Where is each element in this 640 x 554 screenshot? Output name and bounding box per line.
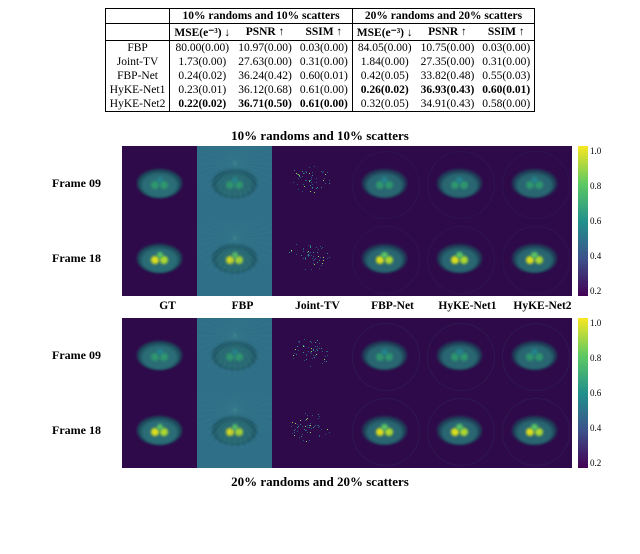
cell: 1.73(0.00) bbox=[170, 55, 234, 69]
cbar-tick: 0.8 bbox=[590, 353, 614, 363]
cell: 27.63(0.00) bbox=[234, 55, 296, 69]
cbar-tick: 0.4 bbox=[590, 251, 614, 261]
results-table: 10% randoms and 10% scatters 20% randoms… bbox=[105, 8, 535, 112]
row-label: Joint-TV bbox=[105, 55, 170, 69]
cell: 0.24(0.02) bbox=[170, 69, 234, 83]
recon-cell bbox=[422, 393, 497, 468]
cbar-tick: 0.8 bbox=[590, 181, 614, 191]
recon-cell bbox=[122, 393, 197, 468]
cell: 36.12(0.68) bbox=[234, 83, 296, 97]
cbar-tick: 1.0 bbox=[590, 146, 614, 156]
metric-h-0: MSE(e⁻³) ↓ bbox=[170, 24, 234, 41]
cell: 80.00(0.00) bbox=[170, 41, 234, 56]
cell: 1.84(0.00) bbox=[352, 55, 416, 69]
cell: 10.75(0.00) bbox=[417, 41, 479, 56]
panel-0: Frame 09 Frame 18 1.00.80.60.40.2 bbox=[52, 146, 588, 296]
recon-cell bbox=[347, 221, 422, 296]
cell: 10.97(0.00) bbox=[234, 41, 296, 56]
recon-cell bbox=[272, 318, 347, 393]
recon-cell bbox=[122, 146, 197, 221]
row-label-0: Frame 09 bbox=[52, 176, 116, 191]
col-label: GT bbox=[130, 300, 205, 312]
row-label: FBP-Net bbox=[105, 69, 170, 83]
recon-cell bbox=[347, 146, 422, 221]
cell: 0.55(0.03) bbox=[478, 69, 534, 83]
col-label: FBP-Net bbox=[355, 300, 430, 312]
row-label: FBP bbox=[105, 41, 170, 56]
group-header-2: 20% randoms and 20% scatters bbox=[352, 9, 534, 24]
recon-cell bbox=[122, 221, 197, 296]
recon-cell bbox=[497, 393, 572, 468]
cell: 34.91(0.43) bbox=[417, 97, 479, 112]
recon-cell bbox=[197, 146, 272, 221]
recon-cell bbox=[197, 221, 272, 296]
recon-cell bbox=[422, 146, 497, 221]
recon-cell bbox=[422, 221, 497, 296]
cbar-tick: 0.6 bbox=[590, 216, 614, 226]
recon-cell bbox=[272, 221, 347, 296]
recon-cell bbox=[347, 393, 422, 468]
col-label: HyKE-Net2 bbox=[505, 300, 580, 312]
cbar-tick: 0.6 bbox=[590, 388, 614, 398]
recon-cell bbox=[122, 318, 197, 393]
recon-cell bbox=[422, 318, 497, 393]
row-label: HyKE-Net1 bbox=[105, 83, 170, 97]
metric-h-3: MSE(e⁻³) ↓ bbox=[352, 24, 416, 41]
cell: 84.05(0.00) bbox=[352, 41, 416, 56]
cell: 0.31(0.00) bbox=[296, 55, 352, 69]
row-label-0b: Frame 09 bbox=[52, 348, 116, 363]
figure: 10% randoms and 10% scatters Frame 09 Fr… bbox=[8, 124, 632, 492]
panel-1: Frame 09 Frame 18 1.00.80.60.40.2 bbox=[52, 318, 588, 468]
recon-cell bbox=[197, 393, 272, 468]
panel-title-0: 10% randoms and 10% scatters bbox=[231, 128, 409, 144]
cbar-tick: 0.2 bbox=[590, 458, 614, 468]
cell: 0.26(0.02) bbox=[352, 83, 416, 97]
recon-cell bbox=[272, 146, 347, 221]
cell: 0.60(0.01) bbox=[296, 69, 352, 83]
cell: 36.71(0.50) bbox=[234, 97, 296, 112]
recon-cell bbox=[497, 318, 572, 393]
cell: 0.61(0.00) bbox=[296, 97, 352, 112]
col-label: Joint-TV bbox=[280, 300, 355, 312]
metric-h-2: SSIM ↑ bbox=[296, 24, 352, 41]
col-label: HyKE-Net1 bbox=[430, 300, 505, 312]
cbar-tick: 1.0 bbox=[590, 318, 614, 328]
cell: 27.35(0.00) bbox=[417, 55, 479, 69]
cell: 0.61(0.00) bbox=[296, 83, 352, 97]
recon-cell bbox=[497, 221, 572, 296]
cell: 33.82(0.48) bbox=[417, 69, 479, 83]
cell: 0.22(0.02) bbox=[170, 97, 234, 112]
cell: 0.32(0.05) bbox=[352, 97, 416, 112]
cbar-tick: 0.4 bbox=[590, 423, 614, 433]
col-label: FBP bbox=[205, 300, 280, 312]
cell: 36.24(0.42) bbox=[234, 69, 296, 83]
recon-cell bbox=[497, 146, 572, 221]
cell: 0.31(0.00) bbox=[478, 55, 534, 69]
recon-cell bbox=[347, 318, 422, 393]
cell: 0.42(0.05) bbox=[352, 69, 416, 83]
metric-h-1: PSNR ↑ bbox=[234, 24, 296, 41]
cell: 0.03(0.00) bbox=[478, 41, 534, 56]
panel-title-1: 20% randoms and 20% scatters bbox=[231, 474, 409, 490]
cell: 36.93(0.43) bbox=[417, 83, 479, 97]
cell: 0.60(0.01) bbox=[478, 83, 534, 97]
cell: 0.23(0.01) bbox=[170, 83, 234, 97]
cell: 0.58(0.00) bbox=[478, 97, 534, 112]
metric-h-4: PSNR ↑ bbox=[417, 24, 479, 41]
group-header-1: 10% randoms and 10% scatters bbox=[170, 9, 352, 24]
cell: 0.03(0.00) bbox=[296, 41, 352, 56]
metric-h-5: SSIM ↑ bbox=[478, 24, 534, 41]
cbar-tick: 0.2 bbox=[590, 286, 614, 296]
row-label-1b: Frame 18 bbox=[52, 423, 116, 438]
recon-cell bbox=[197, 318, 272, 393]
row-label: HyKE-Net2 bbox=[105, 97, 170, 112]
recon-cell bbox=[272, 393, 347, 468]
row-label-1: Frame 18 bbox=[52, 251, 116, 266]
